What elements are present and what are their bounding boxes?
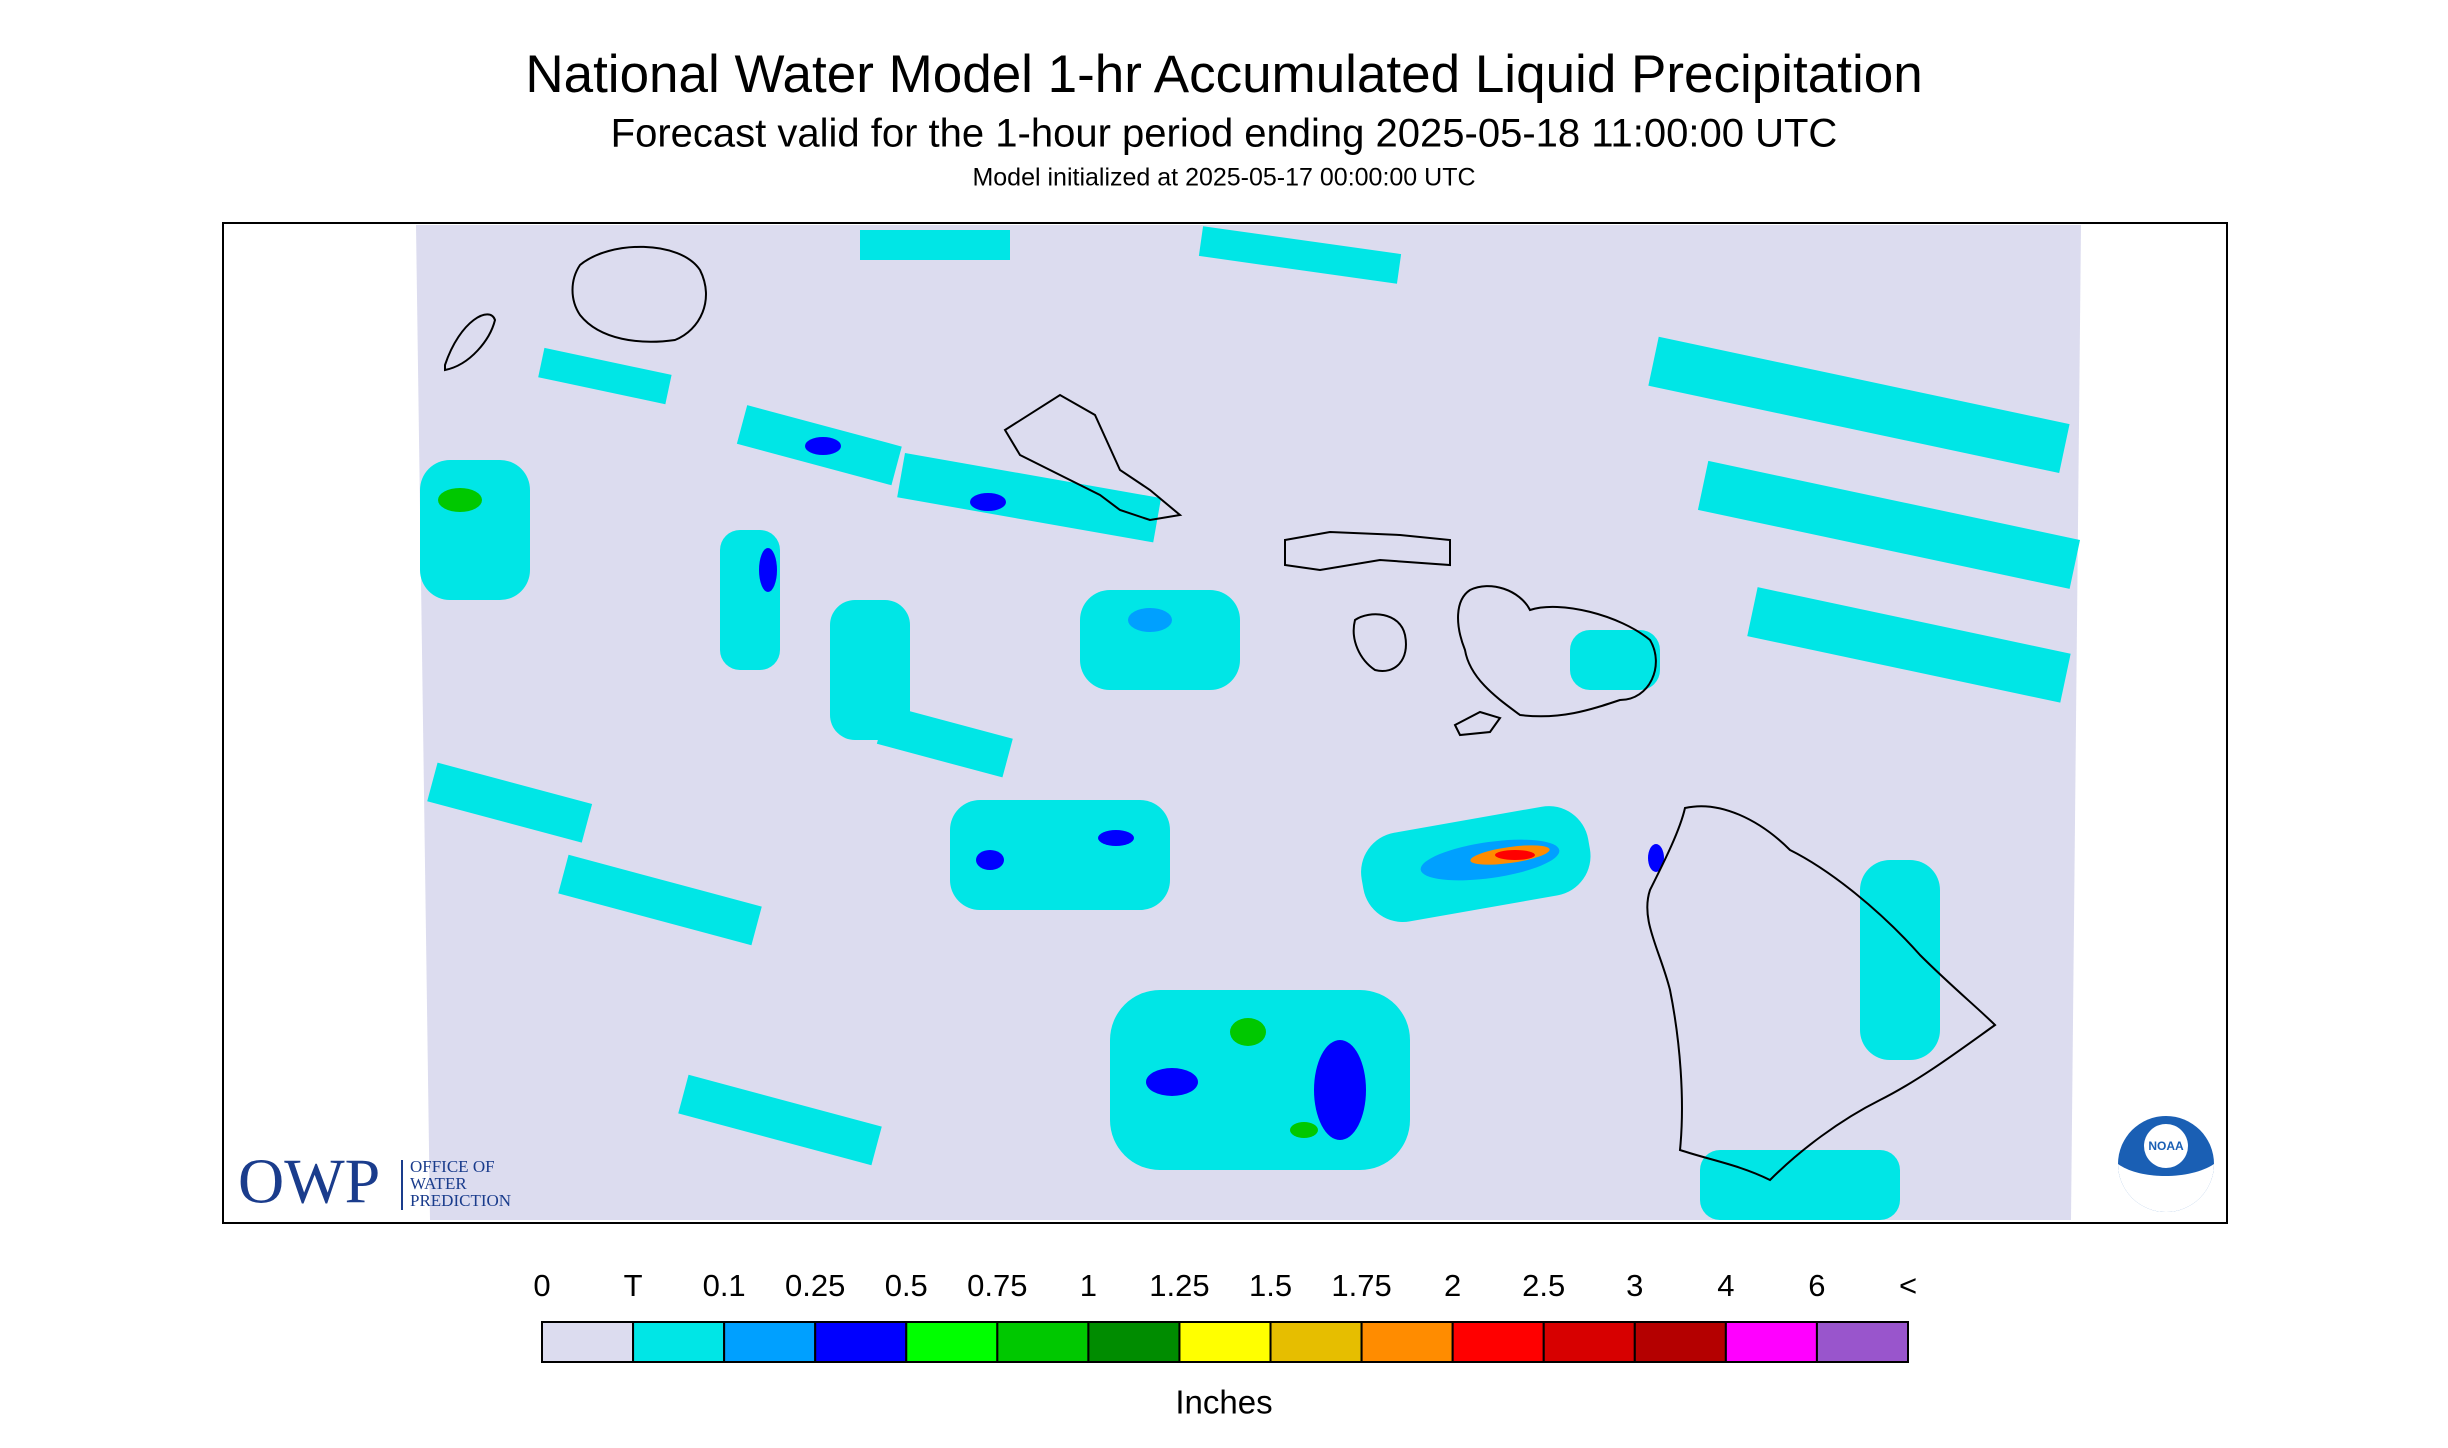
legend-swatch	[1633, 1321, 1727, 1363]
logo-acronym: OWP	[238, 1146, 380, 1217]
legend-label: <	[1899, 1268, 1917, 1303]
legend-swatch	[1724, 1321, 1818, 1363]
legend-label: 3	[1626, 1268, 1643, 1303]
legend-swatch	[1542, 1321, 1636, 1363]
logo-name: PREDICTION	[410, 1191, 511, 1210]
legend-label: T	[624, 1268, 643, 1303]
legend-label: 1.5	[1249, 1268, 1292, 1303]
legend: 0 T 0.1 0.25 0.5 0.75 1 1.25 1.5 1.75 2 2.5 3 4 6 <	[533, 1268, 1917, 1363]
legend-swatch	[1360, 1321, 1454, 1363]
legend-swatch	[814, 1321, 908, 1363]
legend-swatch	[541, 1321, 635, 1363]
legend-swatch	[1178, 1321, 1272, 1363]
legend-label: 0.5	[885, 1268, 928, 1303]
legend-label: 2.5	[1522, 1268, 1565, 1303]
logo-name: WATER	[410, 1174, 467, 1193]
noaa-text: NOAA	[2148, 1139, 2184, 1153]
coastlines	[444, 245, 1997, 1182]
legend-label: 1	[1080, 1268, 1097, 1303]
legend-swatch	[1451, 1321, 1545, 1363]
legend-label: 2	[1444, 1268, 1461, 1303]
legend-swatch	[723, 1321, 817, 1363]
title: National Water Model 1-hr Accumulated Li…	[525, 45, 1922, 104]
legend-label: 0.1	[703, 1268, 746, 1303]
legend-swatch	[632, 1321, 726, 1363]
legend-label: 0.25	[785, 1268, 845, 1303]
legend-unit: Inches	[1175, 1384, 1272, 1421]
legend-label: 0	[533, 1268, 550, 1303]
legend-label: 1.25	[1149, 1268, 1209, 1303]
legend-swatch	[905, 1321, 999, 1363]
legend-label: 4	[1717, 1268, 1734, 1303]
precip-field	[420, 226, 2081, 1220]
legend-label: 1.75	[1331, 1268, 1391, 1303]
legend-swatch	[996, 1321, 1090, 1363]
legend-swatch	[1087, 1321, 1181, 1363]
legend-swatch	[1269, 1321, 1363, 1363]
init-time: Model initialized at 2025-05-17 00:00:00…	[972, 164, 1475, 192]
logo-name: OFFICE OF	[410, 1157, 495, 1176]
legend-swatch	[1815, 1321, 1910, 1363]
owp-logo: OWP OFFICE OF WATER PREDICTION	[238, 1146, 511, 1217]
noaa-logo: NOAA	[2118, 1116, 2214, 1212]
legend-label: 0.75	[967, 1268, 1027, 1303]
legend-label: 6	[1808, 1268, 1825, 1303]
map: OWP OFFICE OF WATER PREDICTION NOAA	[222, 222, 2228, 1224]
subtitle: Forecast valid for the 1-hour period end…	[611, 112, 1838, 156]
